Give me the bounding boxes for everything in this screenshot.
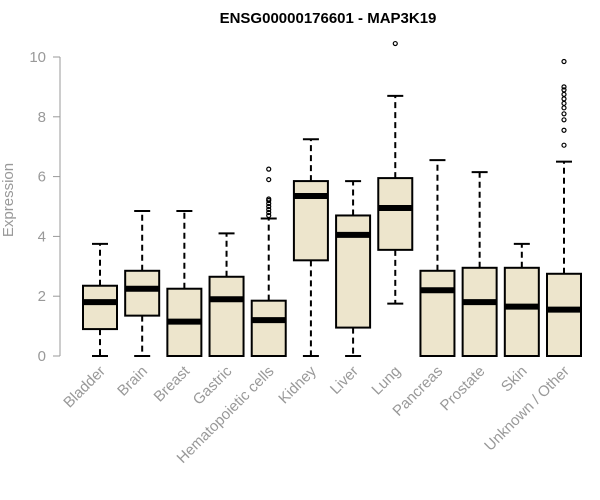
box-brain: [124, 209, 161, 357]
box-lung: [377, 40, 414, 305]
y-tick-label: 8: [38, 109, 46, 126]
box-liver: [335, 180, 372, 357]
outlier-point: [561, 127, 567, 133]
box-bladder: [82, 242, 118, 357]
outlier-point: [392, 40, 398, 47]
iqr-box: [82, 284, 118, 331]
x-tick-label: Prostate: [437, 363, 489, 415]
outlier-point: [266, 212, 272, 219]
iqr-box: [250, 299, 287, 357]
x-tick-label: Bladder: [60, 363, 109, 412]
box-breast: [166, 209, 203, 358]
y-tick-label: 6: [38, 169, 46, 186]
box-kidney: [292, 138, 329, 357]
outlier-point: [561, 91, 567, 97]
y-tick-label: 4: [38, 228, 46, 245]
outlier-point: [561, 105, 567, 111]
box-hematopoietic-cells: [250, 166, 287, 357]
iqr-box: [546, 272, 582, 357]
outlier-point: [561, 84, 567, 90]
outlier-point: [266, 209, 272, 216]
iqr-box: [124, 269, 161, 317]
iqr-box: [377, 177, 414, 251]
boxes-group: [82, 40, 582, 358]
iqr-box: [419, 269, 456, 357]
outlier-point: [561, 87, 567, 93]
chart-title: ENSG00000176601 - MAP3K19: [220, 10, 437, 27]
y-tick-label: 10: [29, 49, 46, 66]
outlier-point: [266, 196, 272, 202]
iqr-box: [208, 275, 245, 358]
outlier-point: [561, 100, 567, 106]
outlier-point: [561, 96, 567, 102]
outlier-point: [266, 176, 272, 183]
outlier-point: [561, 58, 567, 65]
x-tick-label: Breast: [151, 362, 194, 405]
outlier-point: [266, 206, 272, 213]
y-axis: 0 2 4 6 8 10: [29, 49, 61, 365]
box-skin: [503, 242, 540, 358]
box-gastric: [208, 232, 245, 358]
x-tick-label: Kidney: [275, 362, 320, 407]
x-tick-label: Liver: [327, 363, 362, 398]
box-pancreas: [419, 159, 456, 357]
outlier-point: [561, 117, 567, 123]
outlier-point: [266, 166, 272, 172]
x-tick-label: Lung: [368, 363, 404, 399]
y-axis-label: Expression: [0, 163, 17, 237]
outlier-point: [266, 203, 272, 210]
outlier-point: [561, 111, 567, 117]
box-unknown-other: [546, 58, 582, 357]
y-tick-label: 2: [38, 288, 46, 305]
iqr-box: [503, 266, 540, 358]
outlier-point: [561, 142, 567, 148]
iqr-box: [461, 266, 498, 358]
x-tick-label: Brain: [114, 363, 151, 400]
x-tick-label: Skin: [498, 363, 531, 396]
iqr-box: [292, 180, 329, 262]
box-prostate: [461, 171, 498, 358]
y-tick-label: 0: [38, 348, 46, 365]
